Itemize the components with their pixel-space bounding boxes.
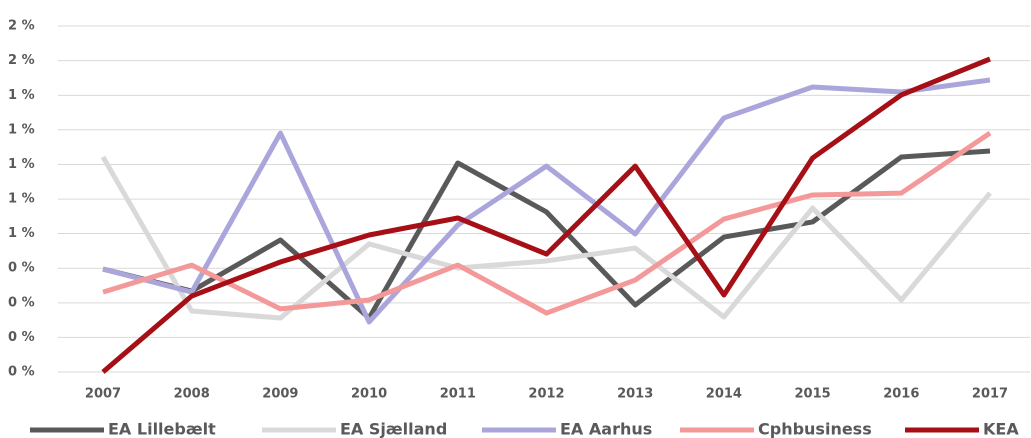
legend-label: EA Sjælland	[340, 420, 447, 438]
legend-label: EA Aarhus	[560, 420, 652, 438]
series-line	[102, 77, 991, 325]
series-line	[102, 131, 992, 316]
series-line	[102, 148, 991, 321]
y-tick-label: 1 %	[8, 192, 35, 207]
x-tick-label: 2016	[883, 387, 919, 402]
y-tick-label: 1 %	[8, 226, 35, 241]
y-tick-label: 1 %	[8, 122, 35, 137]
x-tick-label: 2012	[528, 387, 564, 402]
x-tick-label: 2007	[85, 387, 121, 402]
x-tick-label: 2011	[440, 387, 476, 402]
x-tick-label: 2010	[351, 387, 387, 402]
y-tick-label: 0 %	[8, 365, 35, 380]
y-tick-label: 1 %	[8, 157, 35, 172]
legend-label: EA Lillebælt	[108, 420, 216, 438]
legend-label: Cphbusiness	[758, 420, 872, 438]
y-tick-label: 1 %	[8, 88, 35, 103]
x-tick-label: 2009	[262, 387, 298, 402]
y-tick-label: 0 %	[8, 261, 35, 276]
legend-label: KEA	[983, 420, 1019, 438]
x-tick-label: 2017	[972, 387, 1008, 402]
x-tick-label: 2008	[174, 387, 210, 402]
y-tick-label: 0 %	[8, 330, 35, 345]
x-tick-label: 2014	[706, 387, 742, 402]
x-tick-label: 2015	[795, 387, 831, 402]
x-tick-label: 2013	[617, 387, 653, 402]
y-tick-label: 2 %	[8, 19, 35, 34]
series-line	[100, 155, 992, 321]
y-tick-label: 0 %	[8, 295, 35, 310]
series-line	[101, 56, 991, 374]
y-tick-label: 2 %	[8, 53, 35, 68]
